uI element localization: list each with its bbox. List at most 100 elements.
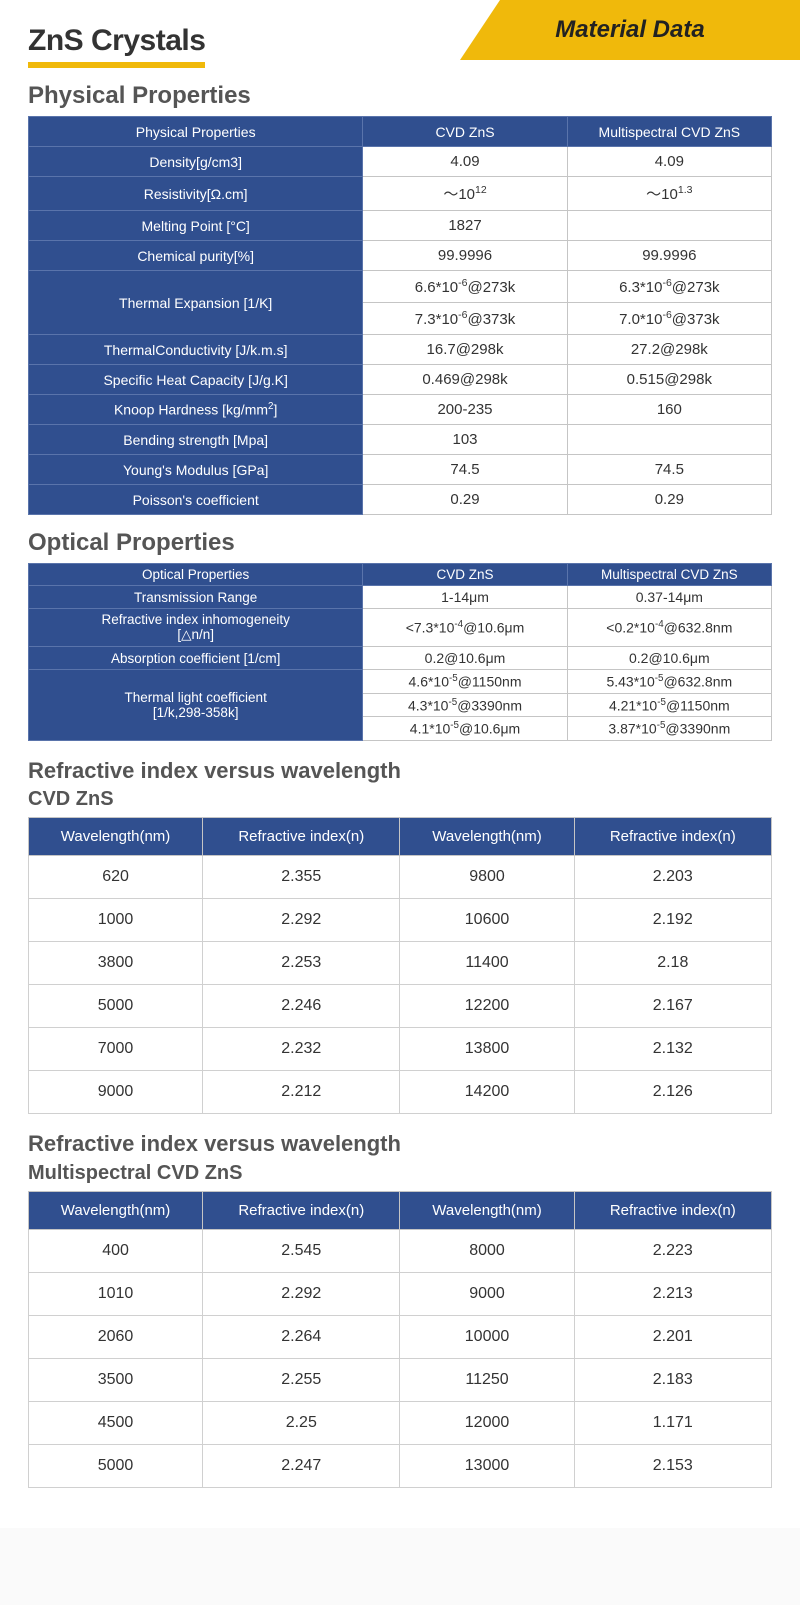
property-value-cvd: 4.1*10-5@10.6μm [363,717,567,741]
ri-ms-table: Wavelength(nm)Refractive index(n)Wavelen… [28,1191,772,1488]
table-row: 4002.54580002.223 [29,1229,772,1272]
property-value-ms: 4.21*10-5@1150nm [567,693,771,717]
table-cell: 7000 [29,1028,203,1071]
table-row: 20602.264100002.201 [29,1315,772,1358]
property-value-cvd: 0.2@10.6μm [363,647,567,670]
table-cell: 2.255 [203,1358,400,1401]
table-cell: 1000 [29,899,203,942]
table-column-header: Refractive index(n) [574,818,771,856]
table-row: 90002.212142002.126 [29,1071,772,1114]
property-value-ms: <0.2*10-4@632.8nm [567,609,771,647]
table-cell: 2.246 [203,985,400,1028]
table-cell: 2.264 [203,1315,400,1358]
property-value-cvd: 4.6*10-5@1150nm [363,670,567,694]
property-value-cvd: 7.3*10-6@373k [363,303,567,335]
property-label: Young's Modulus [GPa] [29,455,363,485]
property-label: Absorption coefficient [1/cm] [29,647,363,670]
property-value-cvd: 1-14μm [363,586,567,609]
property-value-cvd: 4.3*10-5@3390nm [363,693,567,717]
table-cell: 2.167 [574,985,771,1028]
table-cell: 11250 [400,1358,574,1401]
table-row: 38002.253114002.18 [29,942,772,985]
table-cell: 10000 [400,1315,574,1358]
table-cell: 2.545 [203,1229,400,1272]
table-cell: 9000 [29,1071,203,1114]
property-label: ThermalConductivity [J/k.m.s] [29,335,363,365]
property-label: Poisson's coefficient [29,485,363,515]
property-label: Density[g/cm3] [29,147,363,177]
ri-ms-title: Refractive index versus wavelength [28,1130,772,1158]
property-value-ms: ～101.3 [567,177,771,211]
table-cell: 2060 [29,1315,203,1358]
table-cell: 2.25 [203,1401,400,1444]
property-label: Transmission Range [29,586,363,609]
table-cell: 2.292 [203,899,400,942]
material-data-badge: Material Data [460,0,800,60]
property-value-cvd: 0.469@298k [363,365,567,395]
property-value-cvd: 0.29 [363,485,567,515]
property-value-ms: 3.87*10-5@3390nm [567,717,771,741]
optical-properties-title: Optical Properties [28,529,772,557]
table-column-header: CVD ZnS [363,564,567,586]
property-value-cvd: 6.6*10-6@273k [363,271,567,303]
table-cell: 2.153 [574,1444,771,1487]
table-cell: 620 [29,856,203,899]
table-cell: 14200 [400,1071,574,1114]
table-cell: 2.126 [574,1071,771,1114]
table-cell: 2.355 [203,856,400,899]
table-cell: 1.171 [574,1401,771,1444]
property-label: Bending strength [Mpa] [29,425,363,455]
table-row: 35002.255112502.183 [29,1358,772,1401]
property-value-cvd: 4.09 [363,147,567,177]
table-row: 50002.246122002.167 [29,985,772,1028]
property-value-cvd: 74.5 [363,455,567,485]
table-row: 50002.247130002.153 [29,1444,772,1487]
table-cell: 5000 [29,1444,203,1487]
physical-properties-title: Physical Properties [28,82,772,110]
table-cell: 9800 [400,856,574,899]
property-value-ms: 0.29 [567,485,771,515]
table-cell: 12200 [400,985,574,1028]
property-value-ms [567,425,771,455]
property-value-ms: 160 [567,395,771,425]
property-value-cvd: 99.9996 [363,241,567,271]
property-value-ms: 6.3*10-6@273k [567,271,771,303]
table-cell: 11400 [400,942,574,985]
property-value-cvd: <7.3*10-4@10.6μm [363,609,567,647]
table-cell: 8000 [400,1229,574,1272]
property-value-cvd: 103 [363,425,567,455]
table-cell: 4500 [29,1401,203,1444]
property-value-cvd: ～1012 [363,177,567,211]
table-cell: 13800 [400,1028,574,1071]
property-value-ms: 0.37-14μm [567,586,771,609]
property-label: Specific Heat Capacity [J/g.K] [29,365,363,395]
table-cell: 2.203 [574,856,771,899]
page-title: ZnS Crystals [28,24,205,68]
table-column-header: Refractive index(n) [203,1191,400,1229]
property-label: Thermal Expansion [1/K] [29,271,363,335]
table-column-header: Wavelength(nm) [400,818,574,856]
property-label: Chemical purity[%] [29,241,363,271]
table-cell: 2.132 [574,1028,771,1071]
physical-properties-table: Physical PropertiesCVD ZnSMultispectral … [28,116,772,515]
ri-ms-subtitle: Multispectral CVD ZnS [28,1162,772,1185]
table-cell: 2.247 [203,1444,400,1487]
property-value-ms: 5.43*10-5@632.8nm [567,670,771,694]
table-cell: 3800 [29,942,203,985]
optical-properties-table: Optical PropertiesCVD ZnSMultispectral C… [28,563,772,741]
table-column-header: Wavelength(nm) [29,1191,203,1229]
table-column-header: Multispectral CVD ZnS [567,564,771,586]
table-column-header: Refractive index(n) [203,818,400,856]
table-cell: 2.223 [574,1229,771,1272]
table-cell: 2.18 [574,942,771,985]
property-label: Melting Point [°C] [29,211,363,241]
property-value-ms: 99.9996 [567,241,771,271]
property-value-ms: 74.5 [567,455,771,485]
table-row: 70002.232138002.132 [29,1028,772,1071]
table-column-header: Physical Properties [29,117,363,147]
table-row: 6202.35598002.203 [29,856,772,899]
header: ZnS Crystals Material Data [28,24,772,68]
property-label: Knoop Hardness [kg/mm2] [29,395,363,425]
table-cell: 12000 [400,1401,574,1444]
table-column-header: Multispectral CVD ZnS [567,117,771,147]
